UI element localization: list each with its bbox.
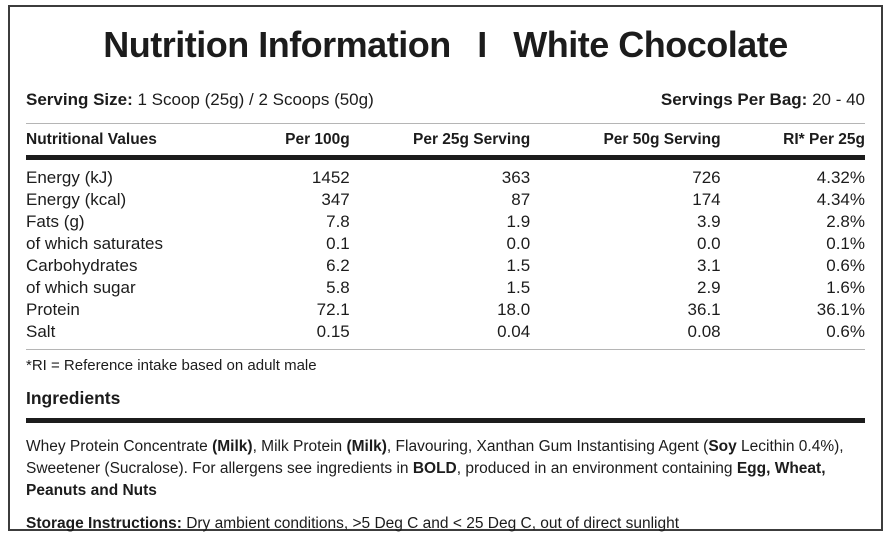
text-segment: , Flavouring, Xanthan Gum Instantising A…: [386, 438, 709, 455]
table-cell: 174: [692, 190, 721, 209]
table-cell: 5.8: [326, 278, 350, 297]
serving-info-row: Serving Size: 1 Scoop (25g) / 2 Scoops (…: [26, 90, 865, 110]
table-cell: 0.1%: [826, 234, 865, 253]
table-cell: 87: [511, 190, 531, 209]
text-segment: Soy: [708, 438, 737, 455]
title-separator: I: [477, 24, 487, 65]
serving-size-label: Serving Size:: [26, 90, 133, 109]
text-segment: Egg, Wheat, Peanuts and Nuts: [26, 460, 826, 499]
nutrition-table: Nutritional Values Per 100g Per 25g Serv…: [26, 124, 865, 343]
table-cell: 2.9: [696, 278, 721, 297]
ingredients-text: Whey Protein Concentrate (Milk), Milk Pr…: [26, 436, 865, 502]
table-row: Salt 0.15 0.04 0.08 0.6%: [26, 321, 865, 343]
table-cell: 36.1: [687, 300, 721, 319]
table-cell: Fats (g): [26, 212, 85, 231]
table-cell: 1.5: [506, 256, 531, 275]
table-cell: 0.0: [696, 234, 721, 253]
ri-footnote: *RI = Reference intake based on adult ma…: [26, 357, 317, 374]
table-body: Energy (kJ) 1452 363 726 4.32% Energy (kcal) 3…: [26, 158, 865, 344]
column-header-nutritional-values: Nutritional Values: [26, 124, 227, 160]
table-row: of which saturates 0.1 0.0 0.0 0.1%: [26, 233, 865, 255]
table-row: Energy (kcal) 347 87 174 4.34%: [26, 189, 865, 211]
text-segment: , produced in an environment containing: [456, 460, 737, 477]
table-cell: 0.1: [326, 234, 350, 253]
table-cell: 1.5: [506, 278, 531, 297]
divider-above-table: [26, 123, 865, 124]
nutrition-label: Nutrition Information I White Chocolate …: [8, 5, 883, 532]
table-cell: 0.04: [497, 322, 531, 341]
divider-below-table: [26, 349, 865, 350]
title-product: Nutrition Information: [103, 24, 451, 65]
text-segment: , Milk Protein: [252, 438, 347, 455]
table-cell: Protein: [26, 300, 80, 319]
table-cell: 6.2: [326, 256, 350, 275]
column-header-per-50g-serving: Per 50g Serving: [530, 124, 721, 160]
table-cell: 4.34%: [816, 190, 865, 209]
text-segment: Dry ambient conditions, >5 Deg C and < 2…: [181, 515, 680, 532]
table-cell: 4.32%: [816, 168, 865, 187]
column-header-per-100g: Per 100g: [226, 124, 350, 160]
table-cell: 726: [692, 168, 721, 187]
table-cell: 18.0: [497, 300, 531, 319]
divider-below-ingredients-heading: [26, 418, 865, 423]
table-cell: 3.1: [696, 256, 721, 275]
table-cell: Salt: [26, 322, 56, 341]
column-header-ri-per-25g: RI* Per 25g: [720, 124, 865, 160]
table-row: of which sugar 5.8 1.5 2.9 1.6%: [26, 277, 865, 299]
table-cell: 0.0: [506, 234, 531, 253]
title-flavor: White Chocolate: [513, 24, 788, 65]
table-cell: Energy (kJ): [26, 168, 113, 187]
table-header-row: Nutritional Values Per 100g Per 25g Serv…: [26, 124, 865, 160]
table-cell: 0.6%: [826, 322, 865, 341]
table-cell: 0.08: [687, 322, 721, 341]
storage-instructions: Storage Instructions: Dry ambient condit…: [26, 513, 865, 535]
serving-size: Serving Size: 1 Scoop (25g) / 2 Scoops (…: [26, 90, 374, 110]
page-title: Nutrition Information I White Chocolate: [26, 24, 865, 66]
table-cell: of which sugar: [26, 278, 136, 297]
text-segment: (Milk): [212, 438, 253, 455]
table-row: Protein 72.1 18.0 36.1 36.1%: [26, 299, 865, 321]
table-cell: Energy (kcal): [26, 190, 127, 209]
table-cell: 363: [501, 168, 531, 187]
servings-per-bag: Servings Per Bag: 20 - 40: [661, 90, 865, 110]
table-cell: 36.1%: [816, 300, 865, 319]
table-cell: 72.1: [316, 300, 350, 319]
servings-per-bag-value: 20 - 40: [812, 90, 865, 109]
text-segment: Whey Protein Concentrate: [26, 438, 213, 455]
text-segment: BOLD: [412, 460, 457, 477]
column-header-per-25g-serving: Per 25g Serving: [349, 124, 531, 160]
table-cell: 7.8: [326, 212, 350, 231]
table-cell: 0.6%: [826, 256, 865, 275]
table-row: Energy (kJ) 1452 363 726 4.32%: [26, 158, 865, 190]
serving-size-value: 1 Scoop (25g) / 2 Scoops (50g): [137, 90, 374, 109]
table-cell: Carbohydrates: [26, 256, 138, 275]
table-cell: 1452: [311, 168, 350, 187]
table-cell: 2.8%: [826, 212, 865, 231]
table-cell: 347: [321, 190, 350, 209]
table-cell: 1.9: [506, 212, 531, 231]
ingredients-heading: Ingredients: [26, 388, 121, 408]
table-cell: 1.6%: [826, 278, 865, 297]
text-segment: (Milk): [346, 438, 387, 455]
text-segment: Storage Instructions:: [26, 515, 182, 532]
table-cell: 3.9: [696, 212, 721, 231]
servings-per-bag-label: Servings Per Bag:: [660, 90, 808, 109]
table-row: Carbohydrates 6.2 1.5 3.1 0.6%: [26, 255, 865, 277]
table-row: Fats (g) 7.8 1.9 3.9 2.8%: [26, 211, 865, 233]
table-cell: 0.15: [316, 322, 350, 341]
text-segment: Lecithin 0.4%), Sweetener (Sucralose). F…: [26, 438, 844, 477]
table-cell: of which saturates: [26, 234, 164, 253]
